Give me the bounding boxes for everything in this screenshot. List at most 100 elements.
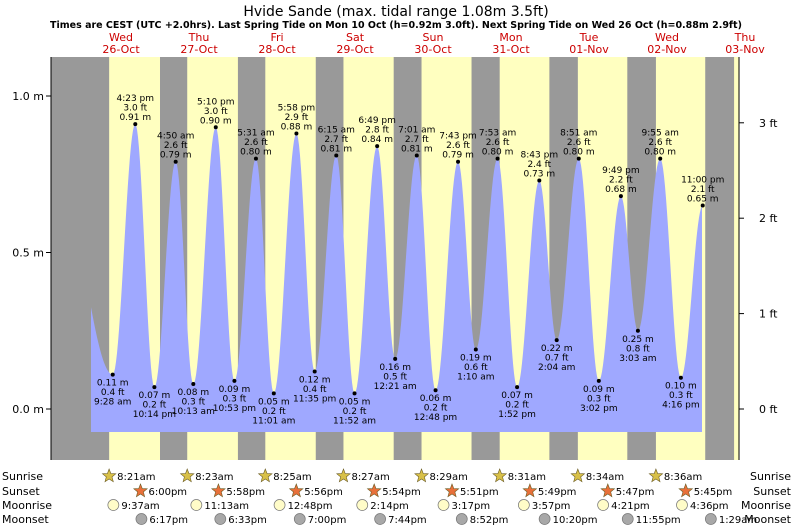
high-tide-label: 2.6 ft: [446, 141, 470, 151]
high-tide-label: 0.68 m: [605, 185, 637, 195]
low-tide-label: 2:04 am: [538, 363, 575, 373]
high-tide-marker: [700, 203, 705, 208]
low-tide-label: 0.3 ft: [223, 394, 247, 404]
moonset-icon: [214, 513, 227, 525]
high-tide-marker: [334, 153, 339, 158]
low-tide-label: 0.5 ft: [383, 372, 407, 382]
day-name: Wed: [655, 31, 679, 44]
high-tide-label: 0.65 m: [687, 195, 719, 205]
low-tide-label: 0.07 m: [501, 391, 533, 401]
low-tide-label: 0.11 m: [97, 379, 129, 389]
sunset-icon: [444, 483, 460, 498]
high-tide-label: 8:43 pm: [521, 151, 559, 161]
y-tick-label-ft: 0 ft: [759, 403, 778, 416]
sunset-icon: [288, 483, 304, 498]
high-tide-marker: [495, 156, 500, 161]
high-tide-marker: [294, 131, 299, 136]
sunset-time: 5:47pm: [616, 487, 655, 498]
low-tide-label: 0.10 m: [665, 382, 697, 392]
day-name: Thu: [734, 31, 756, 44]
day-name: Mon: [499, 31, 522, 44]
low-tide-label: 0.8 ft: [626, 344, 650, 354]
high-tide-label: 2.8 ft: [365, 126, 389, 136]
sunrise-time: 8:36am: [664, 472, 702, 483]
low-tide-label: 0.4 ft: [101, 388, 125, 398]
low-tide-marker: [473, 347, 478, 352]
low-tide-label: 0.05 m: [339, 397, 371, 407]
moonrise-icon: [273, 499, 286, 511]
high-tide-label: 0.80 m: [482, 148, 514, 158]
day-date: 28-Oct: [258, 43, 296, 56]
low-tide-label: 0.08 m: [177, 388, 209, 398]
high-tide-label: 0.80 m: [644, 148, 676, 158]
high-tide-label: 2.9 ft: [285, 113, 309, 123]
high-tide-label: 0.73 m: [523, 170, 555, 180]
low-tide-marker: [433, 388, 438, 393]
sunset-icon: [678, 483, 694, 498]
high-tide-label: 0.91 m: [119, 113, 151, 123]
high-tide-label: 2.6 ft: [567, 138, 591, 148]
moonrise-icon: [676, 499, 688, 511]
moonset-time: 6:17pm: [149, 515, 188, 525]
day-labels: Wed26-OctThu27-OctFri28-OctSat29-OctSun3…: [102, 31, 765, 56]
sunset-icon: [522, 483, 538, 498]
high-tide-label: 0.88 m: [281, 123, 313, 133]
high-tide-label: 2.7 ft: [324, 135, 348, 145]
high-tide-label: 7:53 am: [479, 129, 516, 139]
sunrise-time: 8:34am: [586, 472, 624, 483]
moonset-time: 7:00pm: [308, 515, 347, 525]
low-tide-label: 0.25 m: [622, 335, 654, 345]
sunset-time: 5:54pm: [382, 487, 421, 498]
day-name: Thu: [188, 31, 210, 44]
axes: 0.0 m 0.5 m 1.0 m 0 ft 1 ft 2 ft 3 ft: [12, 57, 778, 460]
sunrise-icon: [570, 468, 586, 483]
low-tide-label: 11:01 am: [252, 416, 295, 426]
high-tide-marker: [414, 153, 419, 158]
y-tick-label-ft: 3 ft: [759, 117, 778, 130]
low-tide-label: 0.09 m: [219, 385, 251, 395]
sunrise-icon: [648, 468, 664, 483]
daylight-band: [734, 57, 739, 460]
row-label-left: Sunrise: [2, 470, 43, 483]
y-tick-label-ft: 2 ft: [759, 212, 778, 225]
moonrise-time: 11:13am: [204, 501, 249, 512]
sunset-time: 5:56pm: [304, 487, 343, 498]
low-tide-label: 1:52 pm: [498, 410, 536, 420]
high-tide-marker: [213, 125, 218, 130]
high-tide-label: 6:15 am: [318, 125, 355, 135]
high-tide-label: 0.79 m: [442, 151, 474, 161]
moonset-time: 1:29am: [719, 515, 757, 525]
high-tide-label: 0.80 m: [240, 148, 272, 158]
moonset-time: 7:44pm: [388, 515, 427, 525]
moonset-icon: [293, 513, 306, 525]
low-tide-label: 10:14 pm: [133, 410, 176, 420]
high-tide-label: 0.90 m: [200, 116, 232, 126]
low-tide-label: 0.09 m: [583, 385, 615, 395]
low-tide-label: 10:13 am: [172, 407, 215, 417]
low-tide-label: 11:52 am: [333, 416, 376, 426]
sunrise-icon: [335, 468, 351, 483]
low-tide-label: 1:10 am: [457, 373, 494, 383]
high-tide-label: 11:00 pm: [681, 176, 724, 186]
high-tide-label: 3.0 ft: [123, 104, 147, 114]
moonset-icon: [455, 513, 468, 525]
chart-title: Hvide Sande (max. tidal range 1.08m 3.5f…: [243, 4, 548, 20]
high-tide-label: 0.81 m: [401, 144, 433, 154]
high-tide-label: 7:43 pm: [439, 132, 477, 142]
low-tide-label: 0.3 ft: [587, 394, 611, 404]
low-tide-marker: [635, 328, 640, 333]
moonrise-time: 9:37am: [121, 501, 159, 512]
day-name: Tue: [579, 31, 599, 44]
high-tide-label: 7:01 am: [398, 125, 435, 135]
high-tide-label: 2.4 ft: [527, 160, 551, 170]
high-tide-marker: [658, 156, 663, 161]
day-name: Wed: [109, 31, 133, 44]
low-tide-label: 0.22 m: [541, 344, 573, 354]
moonset-icon: [374, 513, 386, 525]
low-tide-label: 0.16 m: [379, 363, 411, 373]
low-tide-label: 0.12 m: [299, 375, 331, 385]
sunrise-time: 8:23am: [195, 472, 233, 483]
sunset-icon: [132, 483, 149, 498]
sunrise-icon: [101, 468, 117, 483]
low-tide-marker: [515, 385, 520, 390]
